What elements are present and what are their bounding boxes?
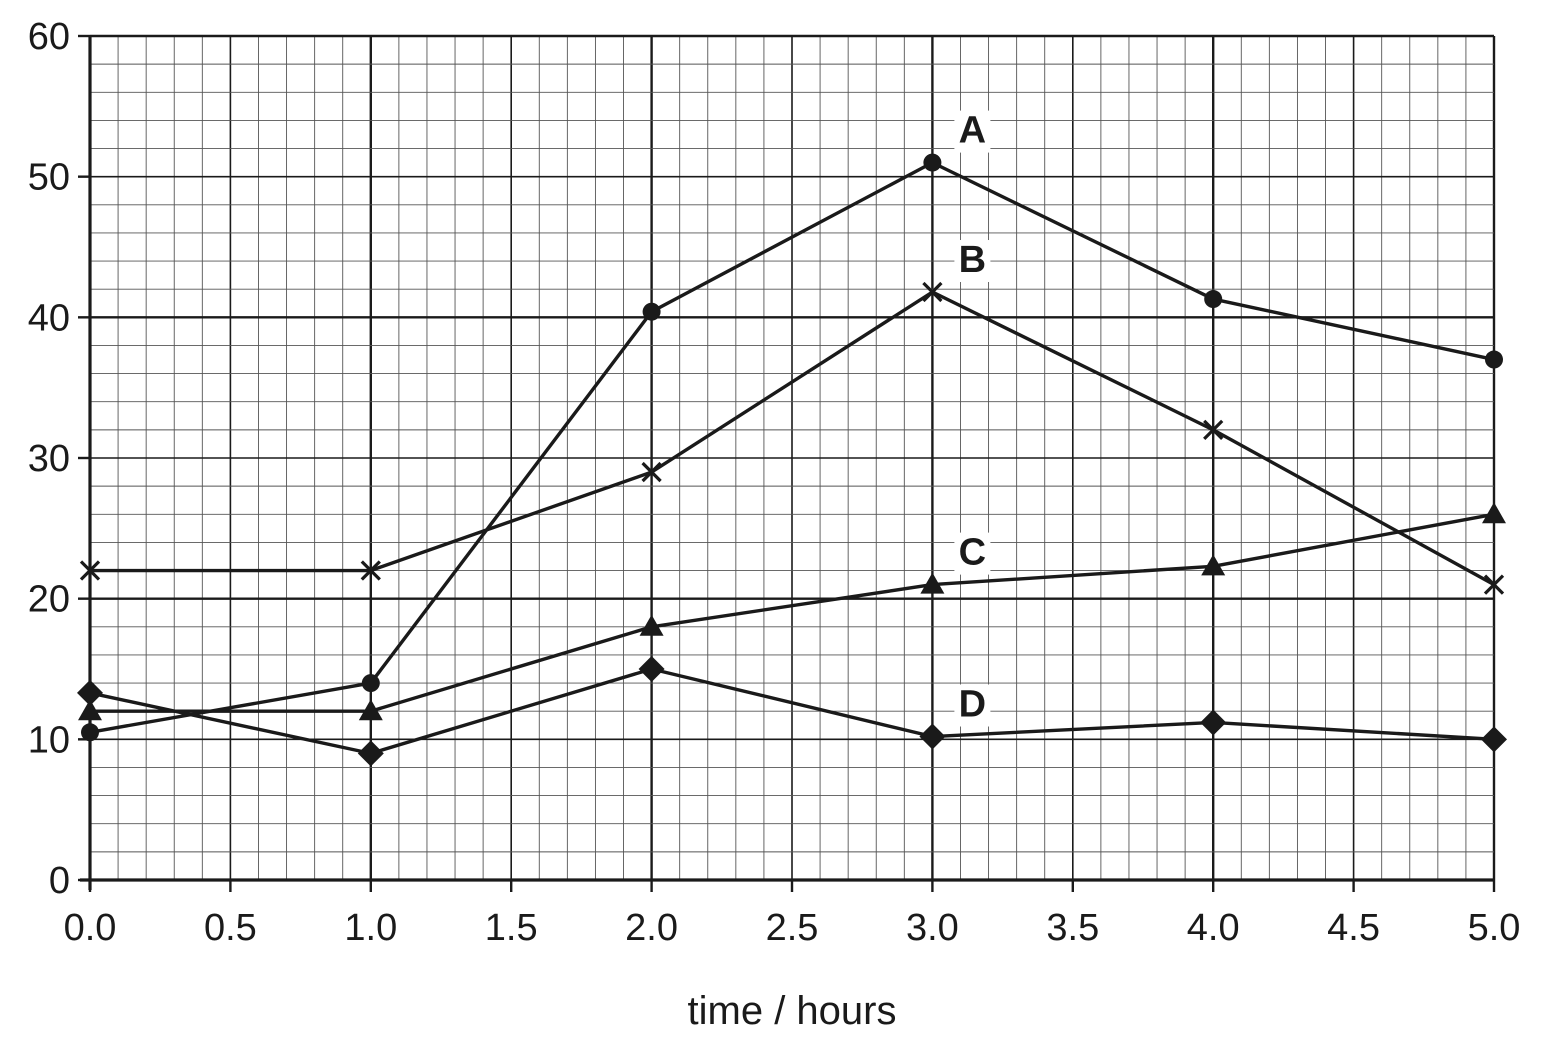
series-a-point [642, 302, 661, 321]
series-c [78, 502, 1506, 721]
x-tick-label: 4.0 [1187, 907, 1240, 949]
series-b [79, 281, 1505, 595]
svg-text:A: A [959, 110, 986, 152]
series-a-label: A [954, 110, 991, 153]
series-a-point [1485, 350, 1503, 369]
series-b-line [90, 290, 1495, 587]
series-d-point [638, 656, 665, 682]
series-c-line [90, 512, 1495, 713]
series-labels: A B C D [954, 110, 991, 727]
series-a-line [89, 160, 1495, 734]
series-d-point [1200, 709, 1227, 736]
series-b-point [360, 560, 381, 581]
axes [80, 36, 1494, 890]
y-tick-label: 50 [28, 157, 70, 199]
series-d-label: D [954, 684, 991, 727]
x-tick-label: 1.0 [344, 907, 397, 949]
series-a-point [1204, 290, 1223, 309]
tick-labels: 0.0 0.5 1.0 1.5 2.0 2.5 3.0 3.5 4.0 4.5 5.0 0 10 20 30… [28, 16, 1521, 949]
series-b-point [922, 281, 943, 303]
x-tick-label: 2.5 [766, 907, 819, 949]
series-a-point [923, 153, 942, 172]
series-b-point [1483, 574, 1505, 595]
series-d-point [919, 723, 946, 750]
y-tick-label: 30 [28, 438, 70, 480]
series-d-point [1481, 726, 1507, 753]
grid [88, 34, 1496, 882]
series-b-label: B [954, 239, 991, 283]
x-tick-label: 0.0 [64, 907, 117, 949]
series-c-point [78, 699, 102, 721]
series-c-point [639, 614, 664, 636]
series-a-point [361, 674, 380, 693]
y-tick-label: 40 [28, 297, 70, 339]
y-tick-label: 20 [28, 579, 70, 621]
x-tick-label: 5.0 [1468, 907, 1521, 949]
series-b-point [641, 461, 662, 483]
series-d-line [89, 667, 1495, 756]
x-tick-label: 4.5 [1327, 907, 1380, 949]
y-tick-label: 0 [49, 860, 70, 902]
series-d [77, 656, 1507, 767]
series-a-point [81, 723, 99, 742]
series-c-point [920, 572, 945, 594]
x-tick-label: 0.5 [204, 907, 257, 949]
x-tick-label: 1.5 [485, 907, 538, 949]
series-d-point [77, 679, 103, 706]
series-c-label: C [954, 532, 991, 575]
series-a [81, 153, 1503, 742]
series-c-point [1482, 502, 1506, 524]
series-b-point [1203, 419, 1224, 440]
x-tick-label: 3.5 [1046, 907, 1099, 949]
svg-text:B: B [959, 239, 986, 281]
series-c-point [1201, 554, 1226, 576]
x-axis-title: time / hours [688, 989, 897, 1033]
y-tick-label: 60 [28, 16, 70, 58]
svg-text:D: D [959, 684, 986, 726]
series-d-point [357, 740, 384, 767]
series-lines [77, 153, 1507, 767]
series-b-point [79, 560, 101, 581]
svg-text:C: C [959, 532, 986, 574]
x-tick-label: 3.0 [906, 907, 959, 949]
series-c-point [358, 699, 383, 721]
y-tick-label: 10 [28, 719, 70, 761]
x-tick-label: 2.0 [625, 907, 678, 949]
